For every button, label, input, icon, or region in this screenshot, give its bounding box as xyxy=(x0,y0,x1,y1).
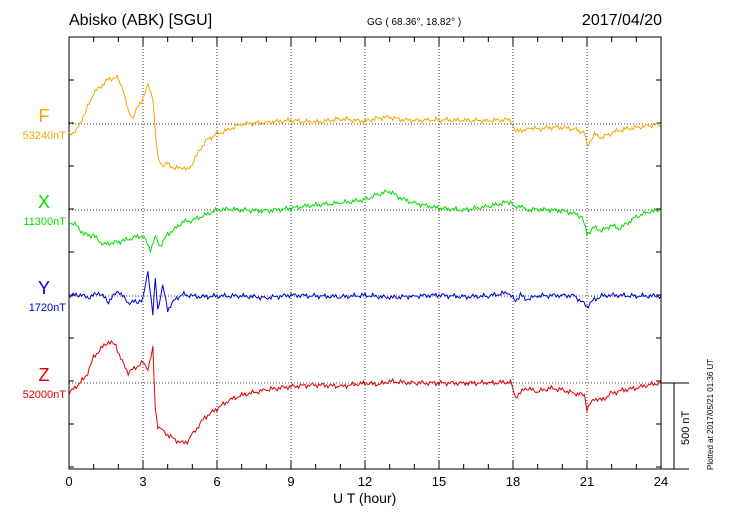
x-tick-label: 6 xyxy=(213,474,221,489)
component-name-Z: Z xyxy=(38,365,50,385)
component-name-Y: Y xyxy=(37,278,50,298)
x-tick-label: 24 xyxy=(653,474,669,489)
station-title: Abisko (ABK) [SGU] xyxy=(69,12,213,29)
component-baseline-F: 53240nT xyxy=(22,130,66,142)
x-tick-label: 18 xyxy=(505,474,521,489)
plot-date: 2017/04/20 xyxy=(581,12,662,29)
x-tick-label: 21 xyxy=(579,474,595,489)
series-line-Z xyxy=(68,339,662,446)
series-line-F xyxy=(68,74,662,172)
series-lines xyxy=(68,74,662,446)
component-name-F: F xyxy=(38,106,50,126)
grid xyxy=(69,37,661,469)
component-baseline-X: 11300nT xyxy=(23,216,66,228)
x-ticks xyxy=(68,37,662,469)
geographic-coordinates: GG ( 68.36°, 18.82° ) xyxy=(367,17,462,28)
x-axis-label: U T (hour) xyxy=(333,490,397,506)
x-tick-label: 15 xyxy=(431,474,447,489)
component-baseline-Y: 1720nT xyxy=(28,302,66,314)
scale-bar xyxy=(661,382,689,470)
x-tick-label: 9 xyxy=(287,474,295,489)
x-tick-label: 0 xyxy=(65,474,73,489)
series-line-X xyxy=(68,189,662,253)
component-name-X: X xyxy=(37,192,50,212)
x-tick-label: 12 xyxy=(357,474,373,489)
x-tick-label: 3 xyxy=(139,474,147,489)
plotted-timestamp: Plotted at 2017/05/21 01:36 UT xyxy=(706,358,715,470)
component-baseline-Z: 52000nT xyxy=(22,389,66,401)
scale-bar-label: 500 nT xyxy=(680,410,692,445)
series-line-Y xyxy=(68,271,662,316)
